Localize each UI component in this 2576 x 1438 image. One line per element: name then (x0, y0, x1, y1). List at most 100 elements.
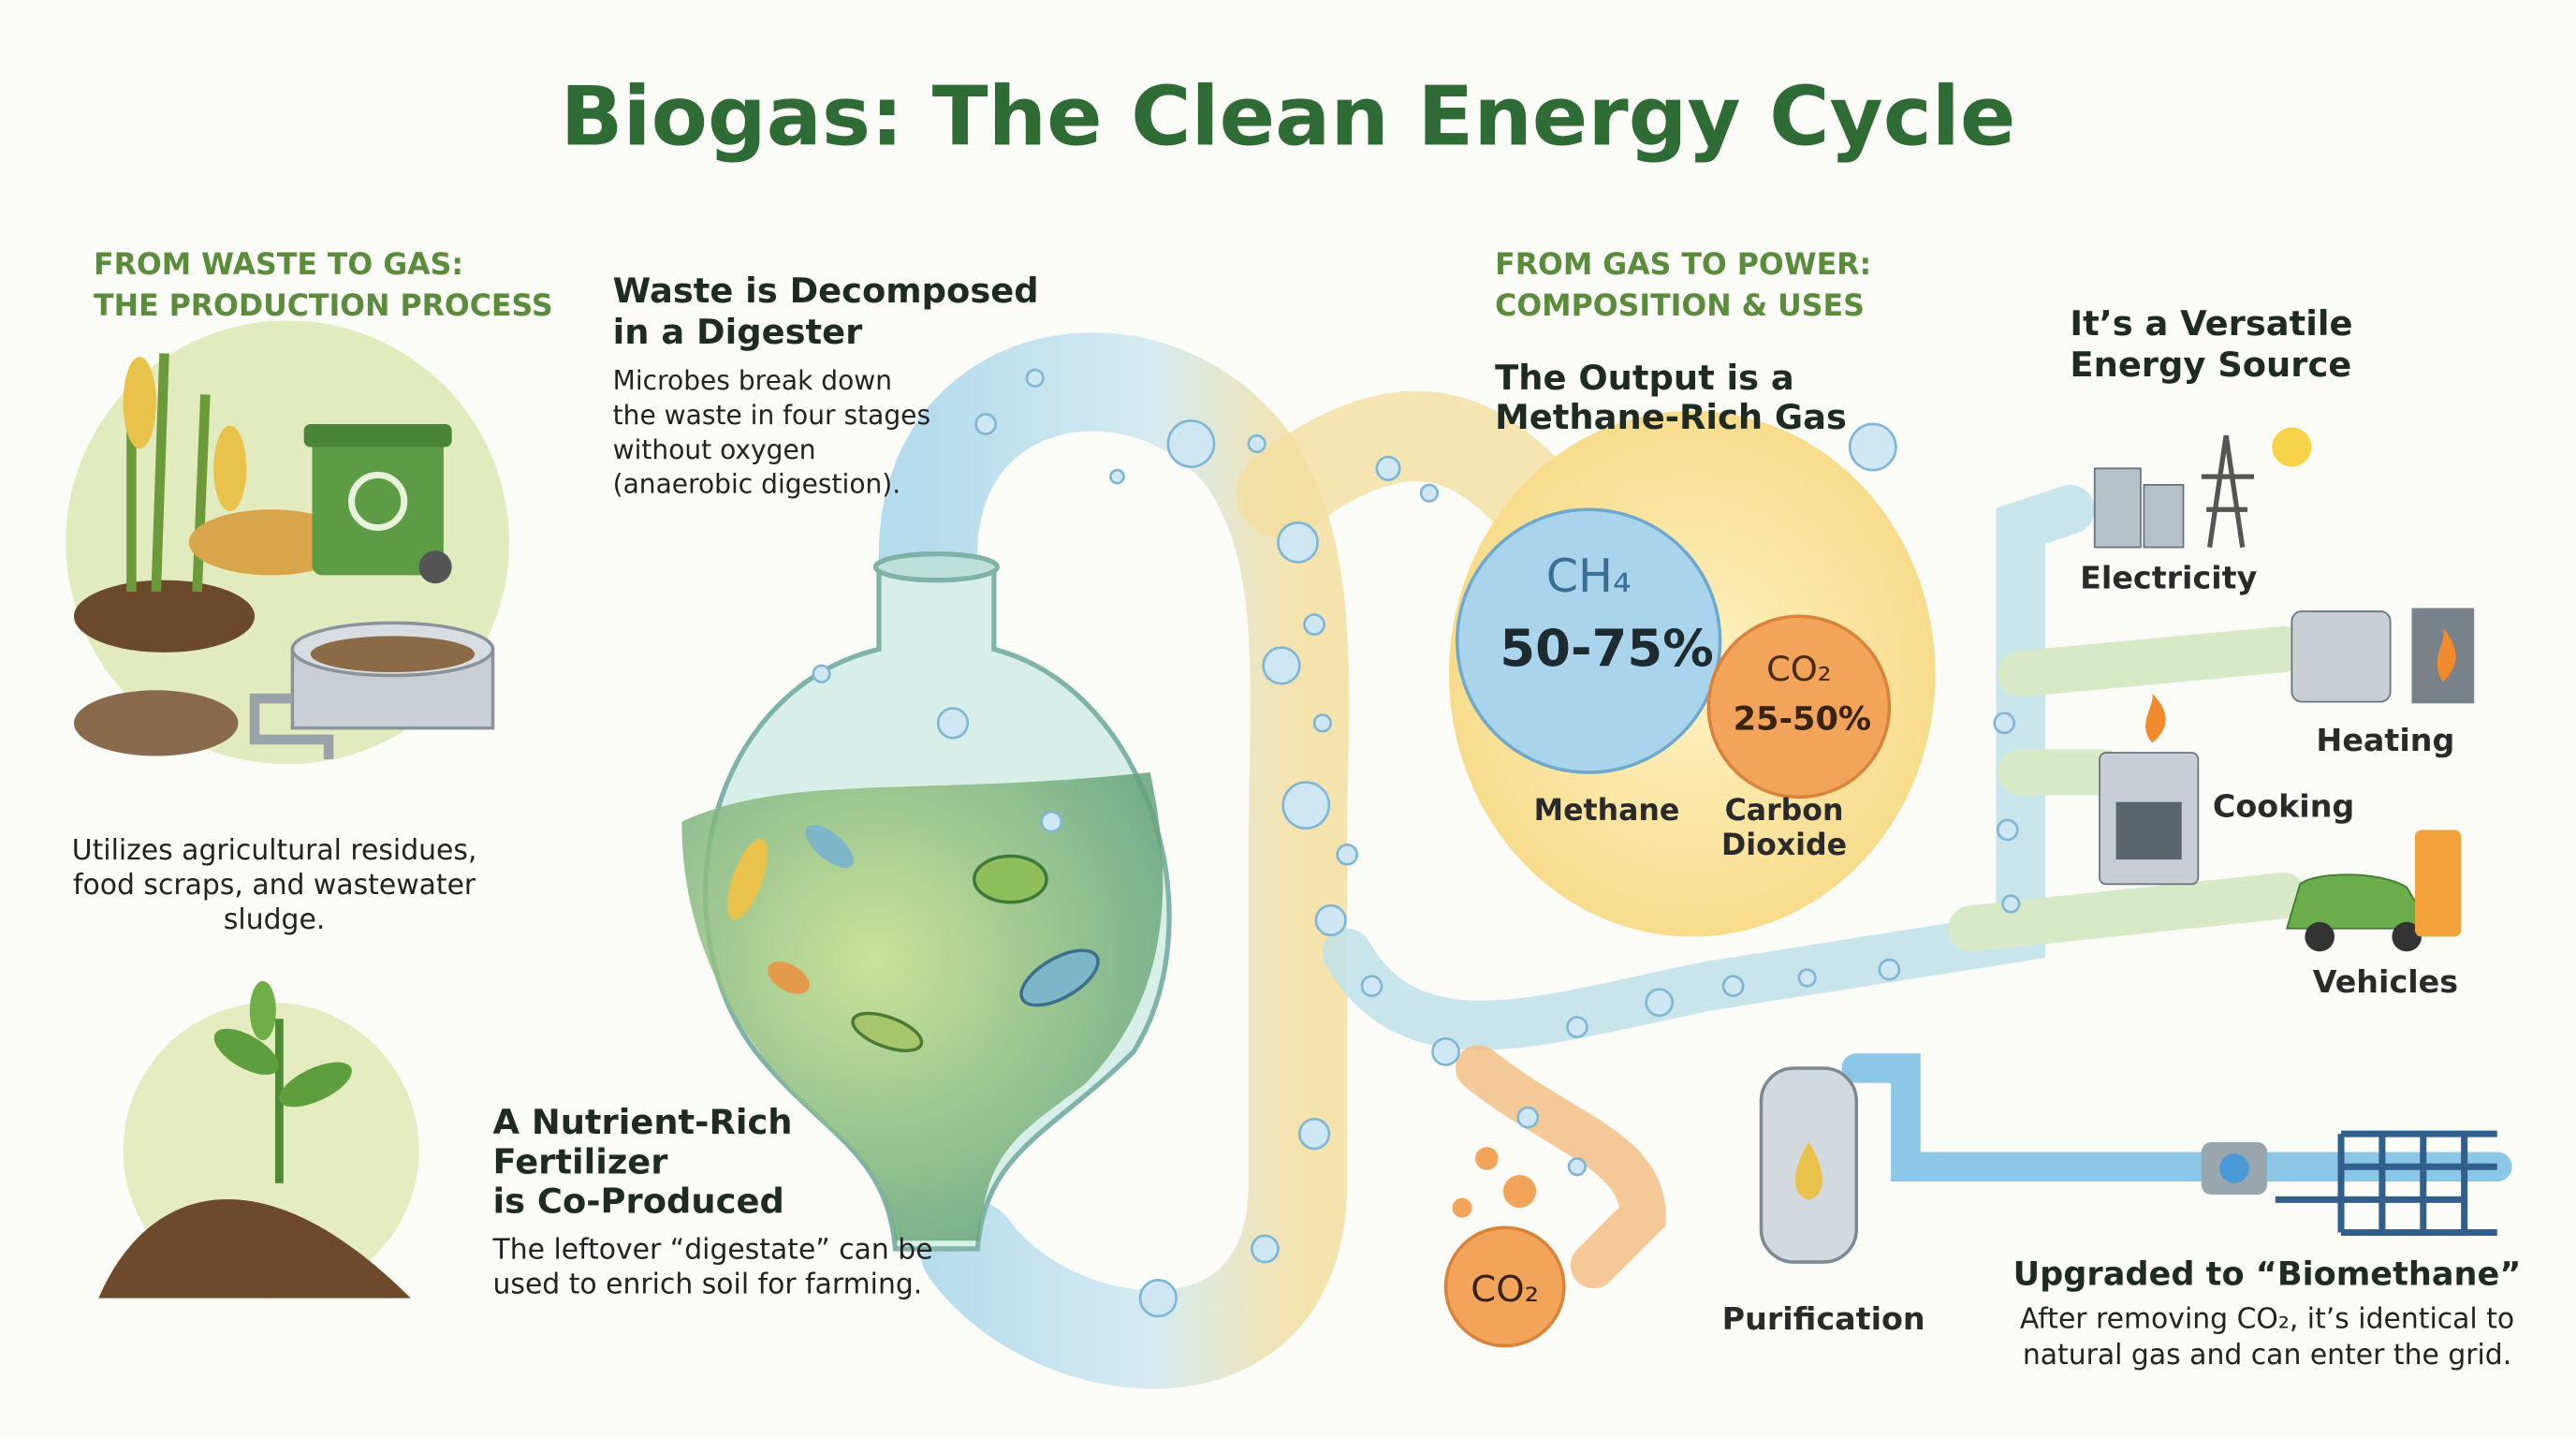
digester-flask-part (872, 550, 1000, 583)
bubble (1721, 975, 1745, 998)
co2-byproduct-part (1502, 1175, 1537, 1209)
use-label: Heating (2316, 722, 2454, 758)
digester-flask-part (727, 838, 768, 920)
methane-share: 50-75% (1500, 619, 1713, 678)
feedstock-illustration-part (73, 690, 239, 756)
bubble (1262, 646, 1301, 685)
bubble (1166, 419, 1216, 468)
biomethane-body: natural gas and can enter the grid. (2023, 1339, 2511, 1372)
digester-body: the waste in four stages (613, 400, 930, 431)
digester-flask-part (768, 961, 810, 994)
feedstock-caption: sludge. (224, 903, 325, 936)
gas-composition-part (1456, 507, 1722, 774)
purifier (1759, 1066, 1859, 1264)
digester-body: (anaerobic digestion). (613, 469, 901, 500)
bubble (1993, 712, 2016, 735)
fertilizer-body: used to enrich soil for farming. (493, 1268, 923, 1300)
sapling-illustration-part (249, 980, 276, 1041)
purifier-part (1794, 1141, 1822, 1200)
use-icons-part (2272, 427, 2312, 467)
bubble (1996, 818, 2019, 842)
gas-pipe-part (1998, 625, 2307, 697)
uses-heading: It’s a Versatile (2070, 303, 2352, 344)
title: Biogas: The Clean Energy Cycle (561, 69, 2016, 165)
bubble (1312, 713, 1332, 733)
uses-heading: Energy Source (2070, 345, 2351, 385)
use-icons-part (2093, 467, 2142, 549)
bubble (1878, 958, 1901, 981)
sapling-illustration-part (98, 1198, 411, 1299)
bubble (1314, 903, 1347, 937)
biomethane-heading: Upgraded to “Biomethane” (2013, 1255, 2522, 1294)
co2-byproduct-label: CO₂ (1471, 1269, 1539, 1311)
feedstock-illustration-part (348, 471, 408, 532)
bubble (1303, 613, 1325, 636)
bubble (812, 664, 831, 683)
gas-pipe-part (1236, 390, 1573, 538)
methane-name: Methane (1534, 794, 1680, 828)
feedstock-illustration (66, 320, 510, 765)
gas-pipe (878, 332, 2512, 1389)
fertilizer-heading: is Co-Produced (493, 1181, 784, 1221)
feedstock-illustration-part (188, 509, 354, 576)
section-heading: THE PRODUCTION PROCESS (94, 289, 553, 323)
use-icons-part (2115, 801, 2182, 860)
bubble (1336, 843, 1359, 866)
feedstock-illustration-part (310, 636, 476, 672)
bubble (1247, 433, 1266, 454)
bubble (1297, 1118, 1331, 1151)
section-heading: FROM GAS TO POWER: (1495, 248, 1871, 282)
section-heading: FROM WASTE TO GAS: (94, 248, 463, 282)
bubble (1109, 468, 1125, 485)
bubble (1360, 975, 1383, 998)
bubble (1567, 1157, 1587, 1177)
co2-byproduct-part (1443, 1225, 1566, 1348)
bubble (1251, 1234, 1280, 1264)
digester-flask-part (1019, 948, 1100, 1007)
fertilizer-heading: A Nutrient-Rich (493, 1102, 793, 1142)
use-label: Electricity (2080, 559, 2257, 595)
co2-byproduct (1443, 1147, 1566, 1348)
co2-name: Carbon (1725, 794, 1844, 828)
digester-heading: Waste is Decomposed (613, 271, 1039, 311)
sapling-illustration-part (279, 1062, 352, 1108)
use-icons-part (2392, 921, 2422, 952)
fertilizer-body: The leftover “digestate” can be (492, 1234, 933, 1267)
bubble (1431, 1037, 1460, 1066)
use-icons-part (2145, 693, 2166, 743)
use-icons-part (2415, 829, 2462, 937)
output-heading: Methane-Rich Gas (1495, 397, 1847, 437)
digester-heading: in a Digester (613, 312, 863, 352)
bubble (974, 413, 997, 435)
use-icons-part (2291, 610, 2392, 703)
bubble (1516, 1106, 1540, 1129)
gas-composition-part (1706, 614, 1892, 800)
digester-body: Microbes break down (613, 365, 892, 396)
bubble (1277, 521, 1319, 564)
feedstock-illustration-part (123, 357, 156, 449)
feedstock-illustration-part (303, 423, 452, 448)
gas-pipe-part (1841, 1053, 2512, 1182)
feedstock-illustration-part (249, 693, 334, 759)
gas-bubbles (812, 368, 2021, 1318)
digester-flask-part (973, 854, 1048, 904)
bubble (1566, 1016, 1588, 1038)
bubble (1375, 455, 1401, 481)
use-icons (2093, 427, 2497, 1236)
digester-flask-part (805, 825, 855, 868)
feedstock-caption: Utilizes agricultural residues, (72, 834, 477, 867)
gas-pipe-part (1948, 873, 2307, 952)
bubble (1848, 422, 1897, 472)
bubble (1281, 781, 1331, 830)
biomethane-body: After removing CO₂, it’s identical to (2020, 1302, 2514, 1335)
bubble (1797, 968, 1817, 988)
feedstock-caption: food scraps, and wastewater (73, 869, 476, 902)
co2-name: Dioxide (1721, 829, 1847, 862)
co2-byproduct-part (1475, 1147, 1499, 1170)
bubble (1138, 1279, 1178, 1318)
use-icons-part (2201, 434, 2254, 548)
purification-label: Purification (1722, 1300, 1925, 1337)
sapling-illustration (98, 980, 419, 1299)
bubble (1419, 483, 1440, 503)
